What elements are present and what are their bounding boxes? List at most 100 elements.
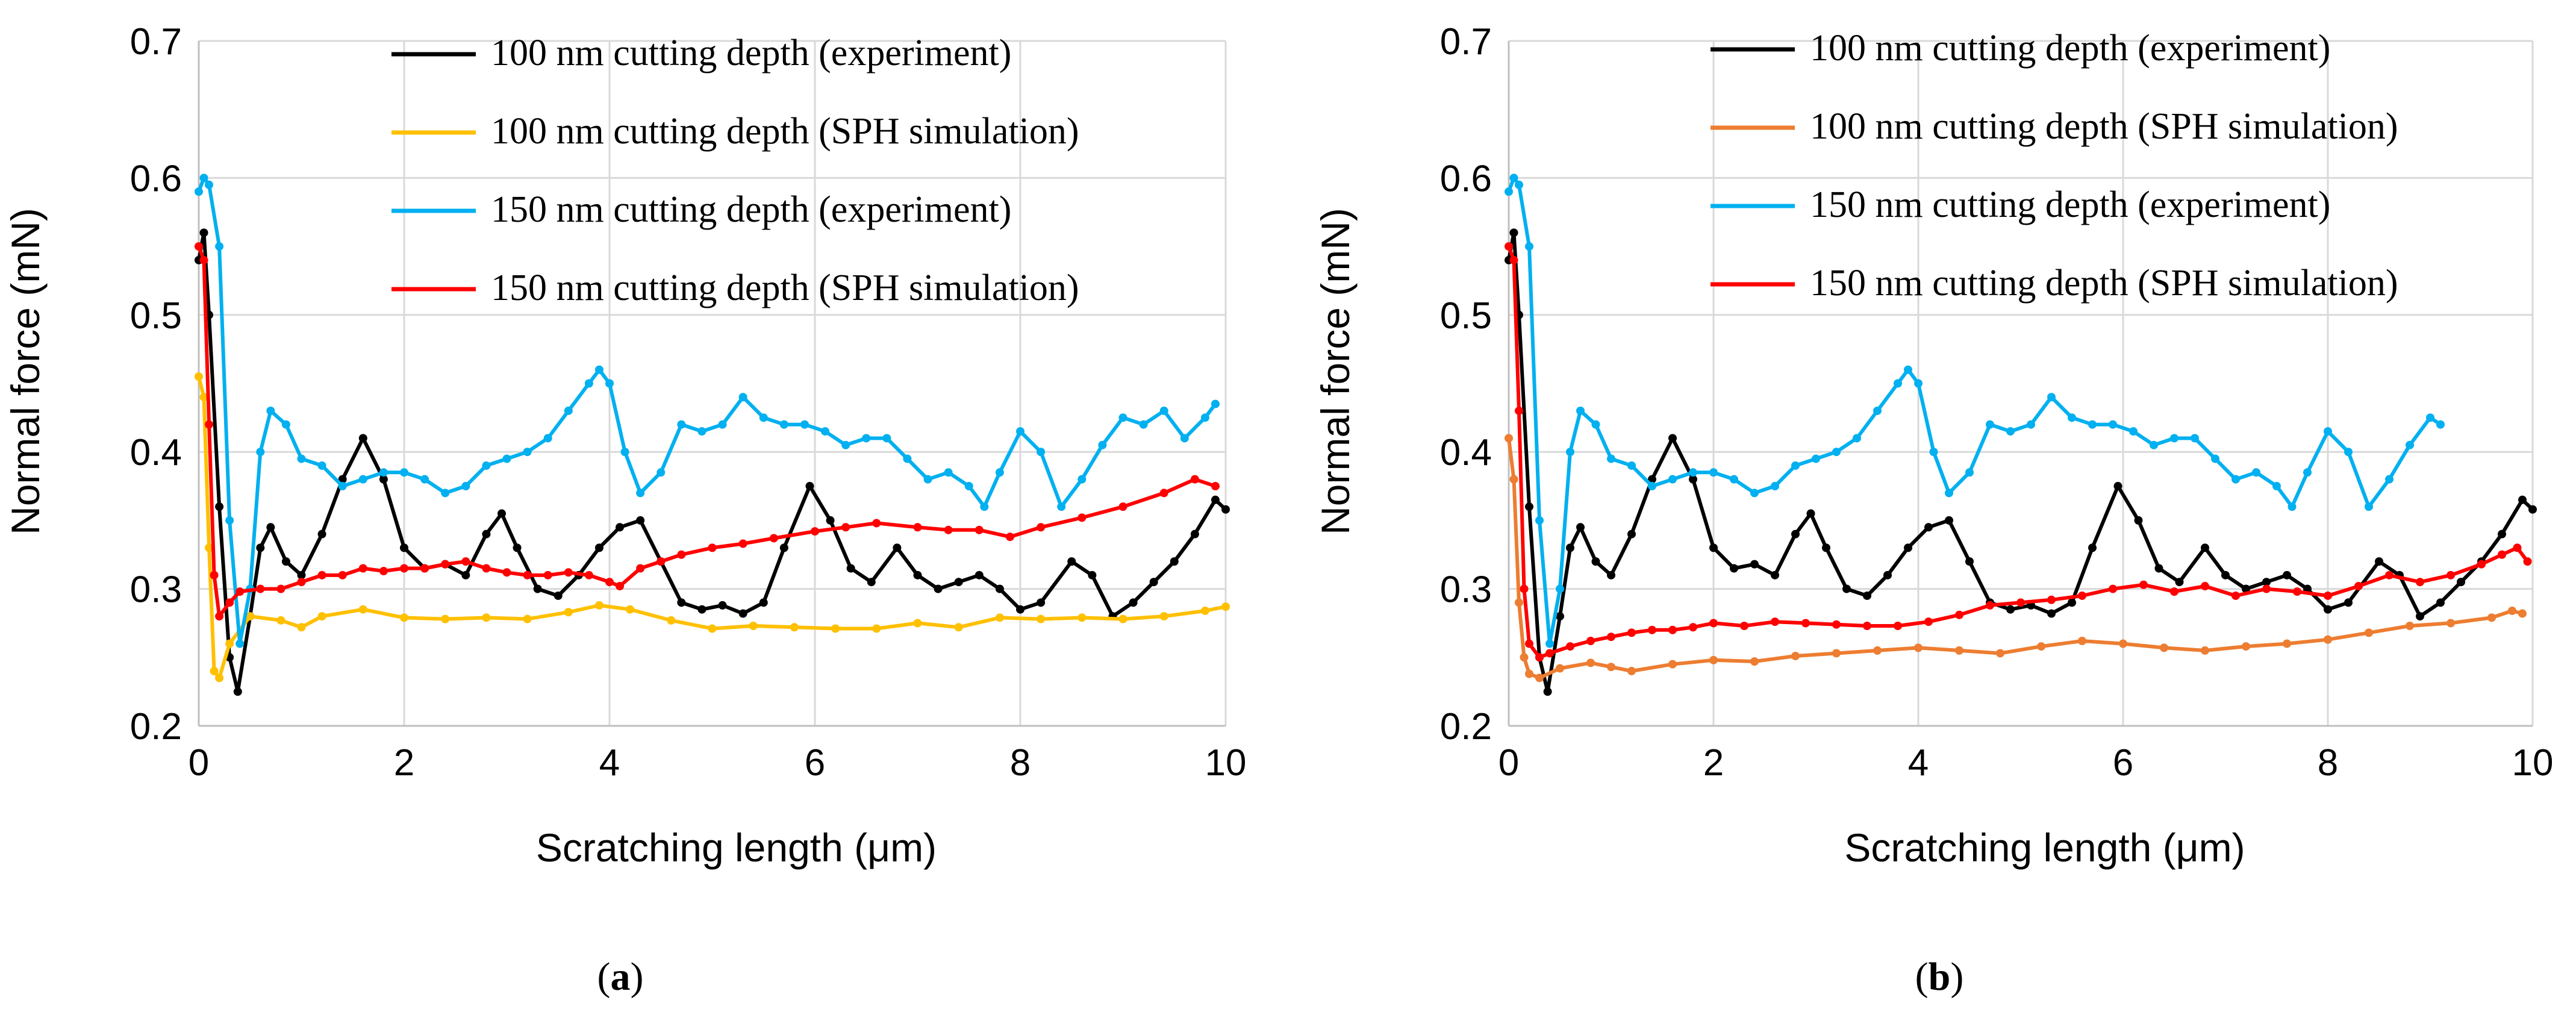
data-point	[379, 475, 388, 484]
data-point	[2139, 580, 2148, 589]
data-point	[882, 434, 891, 443]
data-point	[441, 614, 450, 623]
data-point	[2088, 420, 2097, 429]
x-tick-label: 10	[1205, 742, 1247, 784]
legend-label: 150 nm cutting depth (experiment)	[491, 189, 1011, 230]
data-point	[1576, 523, 1585, 532]
data-point	[2426, 413, 2434, 422]
data-point	[2078, 591, 2086, 600]
data-point	[2447, 619, 2455, 628]
data-point	[1566, 448, 1574, 457]
y-axis-title: Normal force (mN)	[1313, 208, 1358, 535]
data-point	[821, 427, 830, 436]
data-point	[523, 448, 532, 457]
series-2	[195, 173, 1220, 648]
data-point	[867, 578, 876, 587]
data-point	[1607, 632, 1615, 642]
data-point	[1730, 564, 1738, 573]
data-point	[2303, 468, 2312, 477]
data-point	[1159, 612, 1168, 621]
data-point	[195, 372, 203, 381]
data-point	[2113, 482, 2122, 491]
data-point	[1556, 584, 1564, 593]
data-point	[995, 613, 1004, 622]
data-point	[543, 570, 552, 579]
chart-panel-a: 0 2 4 6 8 10 0.2 0.3 0.4 0.5 0.6 0.7 Scratching leng…	[3, 21, 1246, 999]
data-point	[2518, 609, 2527, 618]
data-point	[1545, 639, 1554, 648]
data-point	[1129, 598, 1138, 607]
data-point	[2088, 543, 2097, 552]
data-point	[205, 420, 214, 429]
data-point	[1159, 406, 1168, 415]
x-tick-label: 10	[2512, 742, 2554, 784]
data-point	[235, 639, 245, 648]
data-point	[1520, 584, 1529, 593]
data-point	[1509, 228, 1518, 237]
data-point	[199, 228, 208, 237]
data-point	[2221, 570, 2230, 579]
data-point	[1556, 664, 1564, 673]
data-point	[1668, 625, 1677, 634]
data-point	[2047, 609, 2056, 618]
data-point	[1535, 673, 1544, 682]
x-tick-label: 2	[1703, 742, 1724, 784]
data-point	[1689, 623, 1697, 632]
data-point	[2293, 587, 2301, 596]
data-point	[738, 539, 747, 548]
data-point	[1873, 646, 1882, 655]
data-point	[1955, 646, 1963, 655]
data-point	[872, 624, 881, 633]
data-point	[2416, 578, 2424, 587]
data-point	[1832, 448, 1841, 457]
data-point	[225, 598, 234, 607]
data-point	[636, 564, 645, 573]
data-point	[605, 379, 614, 388]
data-point	[1118, 614, 1127, 623]
data-point	[913, 523, 922, 532]
data-point	[1929, 448, 1938, 457]
data-point	[1118, 502, 1127, 511]
data-point	[1180, 434, 1189, 443]
data-point	[297, 578, 306, 587]
data-point	[2037, 642, 2045, 651]
data-point	[2078, 637, 2086, 646]
data-point	[554, 591, 563, 600]
data-point	[266, 523, 275, 532]
data-point	[482, 613, 491, 622]
data-point	[256, 448, 265, 457]
data-point	[1904, 365, 1912, 374]
y-axis-title: Normal force (mN)	[3, 208, 48, 535]
data-point	[2170, 434, 2178, 443]
data-point	[1505, 434, 1513, 443]
data-point	[2288, 502, 2297, 511]
data-point	[2513, 543, 2522, 552]
data-point	[297, 454, 306, 463]
data-point	[2436, 420, 2445, 429]
legend-label: 100 nm cutting depth (SPH simulation)	[491, 111, 1079, 152]
data-point	[616, 523, 625, 532]
legend-label: 100 nm cutting depth (SPH simulation)	[1810, 106, 2398, 147]
data-point	[975, 525, 984, 534]
data-point	[1924, 617, 1933, 626]
data-point	[913, 570, 922, 579]
data-point	[636, 489, 645, 498]
data-point	[738, 393, 747, 402]
data-point	[2283, 639, 2291, 648]
caption-open: (	[1915, 955, 1929, 999]
data-point	[584, 379, 593, 388]
data-point	[616, 582, 625, 591]
data-point	[2518, 495, 2527, 504]
x-tick-label: 8	[1010, 742, 1031, 784]
data-point	[420, 475, 429, 484]
data-point	[1914, 643, 1923, 652]
data-point	[1709, 619, 1718, 628]
data-point	[2528, 505, 2537, 514]
data-point	[667, 616, 676, 625]
caption-close: )	[1950, 955, 1963, 999]
data-point	[2365, 502, 2373, 511]
data-point	[1515, 406, 1523, 415]
data-point	[2385, 570, 2394, 579]
data-point	[379, 567, 388, 576]
